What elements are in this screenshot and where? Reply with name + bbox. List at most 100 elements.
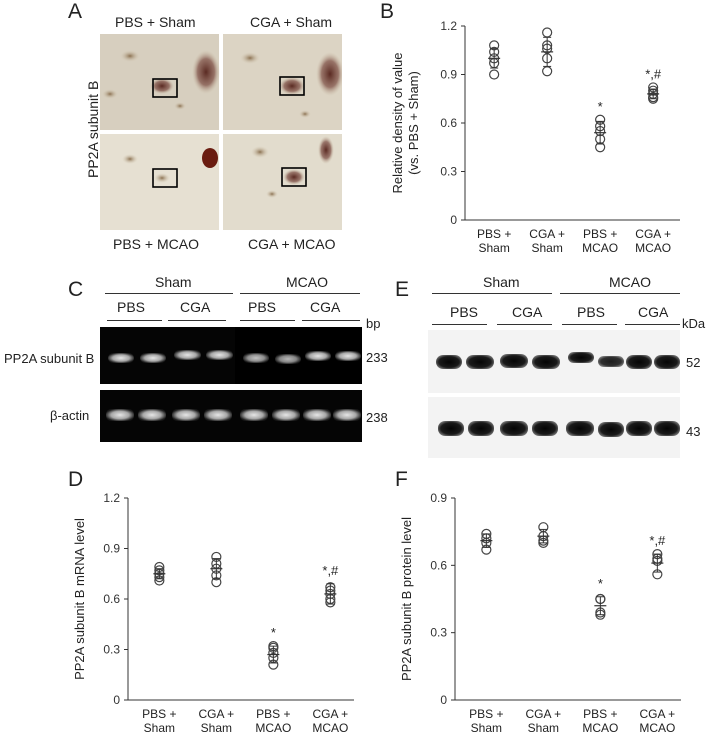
- panel-c-sub-line: [168, 320, 226, 321]
- blot-band: [438, 421, 464, 436]
- y-axis-label: PP2A subunit B mRNA level: [72, 518, 87, 680]
- y-tick-label: 0.9: [103, 542, 120, 556]
- significance-annotation: *: [598, 99, 603, 114]
- panel-a-2d-gel-images: [100, 34, 342, 230]
- y-tick-label: 0.3: [103, 643, 120, 657]
- y-tick-label: 0: [113, 693, 120, 707]
- category-label: CGA + MCAO: [635, 227, 671, 255]
- panel-e-blot-43: [428, 397, 680, 458]
- y-axis-label-line: (vs. PBS + Sham): [406, 71, 421, 175]
- gel-band: [333, 409, 361, 421]
- significance-annotation: *: [598, 576, 603, 591]
- panel-e-letter: E: [395, 278, 410, 301]
- panel-e-blot-52: [428, 330, 680, 393]
- panel-b-letter: B: [380, 0, 395, 23]
- y-axis-label-line: Relative density of value: [390, 53, 405, 194]
- panel-e-sub-cga-2: CGA: [638, 304, 669, 320]
- blot-band: [566, 421, 594, 436]
- significance-annotation: *,#: [649, 533, 666, 548]
- category-label-line: Sham: [478, 241, 509, 255]
- blot-band: [436, 355, 462, 369]
- panel-c-sub-line: [107, 320, 162, 321]
- y-tick-label: 0.3: [440, 165, 457, 179]
- panel-e-sub-pbs-2: PBS: [577, 304, 606, 320]
- significance-annotation: *: [271, 625, 276, 640]
- category-label-line: MCAO: [312, 721, 348, 735]
- panel-c-gel-pp2a: [100, 327, 362, 384]
- panel-c-mcao-bracket: [240, 293, 360, 294]
- blot-band: [626, 355, 652, 369]
- y-tick-label: 0.9: [430, 491, 447, 505]
- panel-c-gel-actin: [100, 390, 362, 442]
- panel-e-size-43: 43: [686, 424, 701, 439]
- panel-e-group-mcao: MCAO: [609, 274, 651, 290]
- category-label-line: MCAO: [582, 721, 618, 735]
- category-label-line: Sham: [471, 721, 502, 735]
- category-label-line: PBS +: [142, 707, 176, 721]
- panel-c-size-238: 238: [366, 410, 388, 425]
- significance-annotation: *,#: [322, 563, 339, 578]
- category-label: PBS + Sham: [477, 227, 511, 255]
- y-tick-label: 0: [450, 213, 457, 227]
- y-tick-label: 0.9: [440, 68, 457, 82]
- blot-band: [598, 356, 624, 367]
- category-label-line: CGA +: [526, 707, 562, 721]
- panel-e-sub-line: [497, 324, 552, 325]
- category-label: PBS + Sham: [142, 707, 176, 735]
- category-label: PBS + Sham: [469, 707, 503, 735]
- panel-c-sub-pbs-2: PBS: [248, 299, 277, 315]
- category-label-line: CGA +: [529, 227, 565, 241]
- panel-c-group-mcao: MCAO: [286, 274, 328, 290]
- panel-a-letter: A: [68, 0, 83, 23]
- y-tick-label: 0.3: [430, 626, 447, 640]
- blot-band: [654, 355, 680, 369]
- panel-c-row-label-pp2a: PP2A subunit B: [4, 351, 95, 366]
- panel-c-sham-bracket: [105, 293, 233, 294]
- panel-e-sub-cga-1: CGA: [512, 304, 543, 320]
- quadrant-label-pbs-sham: PBS + Sham: [115, 14, 196, 30]
- category-label-line: Sham: [201, 721, 232, 735]
- category-label-line: CGA +: [313, 707, 349, 721]
- gel-band: [174, 350, 201, 360]
- panel-c-letter: C: [68, 278, 84, 301]
- panel-e-sub-pbs-1: PBS: [450, 304, 479, 320]
- blot-band: [568, 352, 594, 363]
- gel-band: [204, 409, 232, 421]
- y-tick-label: 0: [440, 693, 447, 707]
- category-label-line: MCAO: [639, 721, 675, 735]
- blot-band: [532, 421, 558, 436]
- panel-c-sub-cga-1: CGA: [180, 299, 211, 315]
- panel-e-group-sham: Sham: [483, 274, 520, 290]
- quadrant-label-pbs-mcao: PBS + MCAO: [113, 236, 199, 252]
- panel-d-scatter-chart: 0 0.3 0.6 0.9 1.2 PP2A subunit B mRNA level PB…: [72, 491, 354, 735]
- panel-c-sub-cga-2: CGA: [310, 299, 341, 315]
- category-label-line: PBS +: [583, 707, 617, 721]
- gel-band: [275, 354, 301, 364]
- panel-e-mcao-bracket: [560, 293, 680, 294]
- panel-c-size-233: 233: [366, 350, 388, 365]
- category-label-line: CGA +: [199, 707, 235, 721]
- category-label-line: Sham: [528, 721, 559, 735]
- category-label: PBS + MCAO: [255, 707, 291, 735]
- panel-c-unit: bp: [366, 316, 381, 331]
- y-axis-label: Relative density of value(vs. PBS + Sham…: [390, 53, 421, 194]
- panel-e-size-52: 52: [686, 355, 701, 370]
- panel-f-scatter-chart: 0 0.3 0.6 0.9 PP2A subunit B protein level PB…: [399, 491, 681, 735]
- category-label-line: PBS +: [477, 227, 511, 241]
- category-label: CGA + Sham: [526, 707, 562, 735]
- category-label-line: Sham: [531, 241, 562, 255]
- gel-band: [243, 353, 269, 363]
- gel-band: [172, 409, 200, 421]
- y-tick-label: 0.6: [430, 558, 447, 572]
- panel-e-unit: kDa: [682, 316, 706, 331]
- gel-band: [138, 409, 166, 421]
- gel-band: [305, 351, 331, 361]
- quadrant-label-cga-sham: CGA + Sham: [250, 14, 333, 30]
- gel-band: [335, 351, 361, 361]
- y-tick-label: 1.2: [440, 19, 457, 33]
- panel-e-sub-line: [432, 324, 487, 325]
- significance-annotation: *,#: [645, 66, 662, 81]
- panel-c-sub-line: [302, 320, 360, 321]
- category-label: CGA + MCAO: [639, 707, 675, 735]
- y-axis-label-line: PP2A subunit B mRNA level: [72, 518, 87, 680]
